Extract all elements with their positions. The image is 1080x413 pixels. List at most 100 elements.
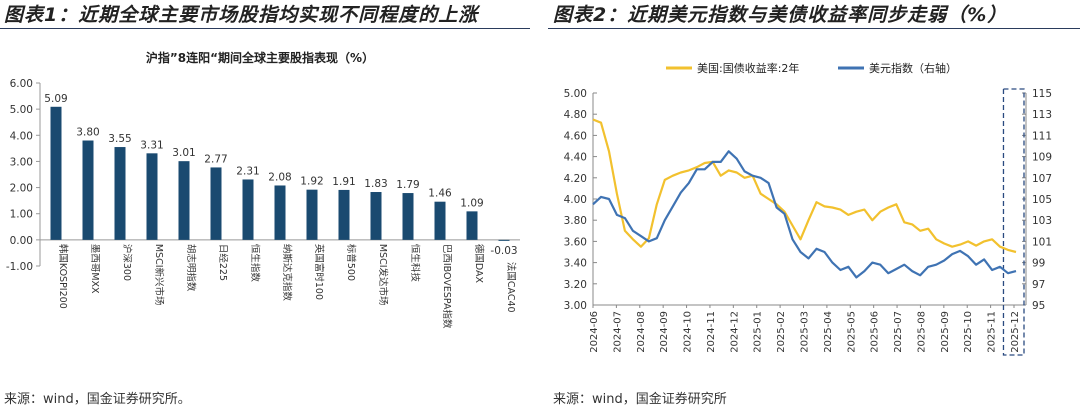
y-tick-label: 2.00 (10, 183, 33, 195)
x-tick-label: 2025-04 (823, 311, 834, 353)
bar (114, 147, 126, 240)
left-y-tick-label: 4.00 (564, 194, 587, 206)
right-y-tick-label: 115 (1032, 88, 1052, 100)
bar-category-label: 胡志明指数 (185, 244, 197, 292)
legend-label: 美国:国债收益率:2年 (697, 61, 799, 75)
right-y-tick-label: 105 (1032, 194, 1052, 206)
x-tick-label: 2025-11 (987, 311, 998, 353)
bar-category-label: 韩国KOSPI200 (57, 244, 69, 309)
x-tick-label: 2025-07 (893, 311, 904, 353)
right-y-tick-label: 113 (1032, 109, 1052, 121)
x-tick-label: 2025-02 (776, 311, 787, 353)
right-y-tick-label: 107 (1032, 173, 1052, 185)
x-tick-label: 2025-08 (916, 311, 927, 353)
bar (178, 161, 190, 240)
bar-category-label: 法国CAC40 (505, 262, 517, 313)
y-tick-label: 3.00 (10, 156, 33, 168)
dollar-index-line (592, 150, 1017, 279)
x-tick-label: 2025-12 (1010, 311, 1021, 353)
y-tick-label: 5.00 (10, 104, 33, 116)
bar (466, 211, 478, 240)
bar (370, 192, 382, 240)
bar-value-label: 1.09 (460, 197, 483, 209)
bar-value-label: 1.92 (300, 176, 323, 188)
bar-chart-title: 沪指”8连阳“期间全球主要股指表现（%） (146, 50, 374, 65)
bar-category-label: 恒生指数 (249, 244, 261, 283)
left-title-rule (0, 28, 530, 29)
left-y-tick-label: 4.20 (564, 173, 587, 185)
legend-label: 美元指数（右轴） (869, 61, 957, 75)
x-tick-label: 2025-09 (940, 311, 951, 353)
bar-category-label: 墨西哥MXX (89, 244, 100, 294)
left-y-tick-label: 3.20 (564, 279, 587, 291)
bar-category-label: 英国富时100 (313, 244, 325, 300)
y-tick-label: 0.00 (10, 235, 33, 247)
bar (402, 193, 414, 240)
bar-value-label: 3.55 (108, 133, 131, 145)
bar-chart: 沪指”8连阳“期间全球主要股指表现（%） -1.00 0.00 1.00 2.00 3.0… (6, 50, 520, 329)
bar (242, 179, 254, 240)
right-y-tick-label: 99 (1032, 258, 1045, 270)
x-tick-label: 2025-05 (846, 311, 857, 353)
left-y-tick-label: 4.40 (564, 152, 587, 164)
bar-value-label: 1.46 (428, 188, 452, 200)
bar-category-label: 日经225 (217, 244, 229, 281)
left-y-tick-label: 3.00 (564, 300, 587, 312)
right-y-tick-label: 103 (1032, 215, 1052, 227)
bar-value-label: -0.03 (490, 245, 517, 257)
highlight-box (1002, 88, 1025, 356)
x-tick-label: 2025-01 (753, 311, 764, 353)
bar (498, 239, 510, 241)
left-y-tick-label: 3.60 (564, 236, 587, 248)
bar (434, 201, 446, 240)
x-tick-label: 2024-12 (729, 311, 740, 353)
right-y-tick-label: 95 (1032, 300, 1045, 312)
y-tick-label: -1.00 (6, 261, 33, 273)
bar-category-label: 德国DAX (473, 244, 485, 284)
left-figure-title: 图表1：近期全球主要市场股指均实现不同程度的上涨 (4, 4, 479, 26)
y-tick-label: 4.00 (10, 130, 33, 142)
x-tick-label: 2025-10 (963, 311, 974, 353)
bar-value-label: 1.83 (364, 178, 387, 190)
bar (146, 153, 158, 240)
x-tick-label: 2024-06 (589, 311, 600, 353)
bar (274, 185, 286, 240)
x-tick-label: 2024-09 (659, 311, 670, 353)
x-tick-label: 2025-06 (870, 311, 881, 353)
right-y-tick-label: 97 (1032, 279, 1045, 291)
bar (338, 189, 350, 240)
bar (210, 167, 222, 240)
line-chart: 美国:国债收益率:2年 美元指数（右轴） 3.00 3.20 3.40 3.60 3.80 4… (564, 61, 1052, 356)
bar-category-label: MSCI发达市场 (377, 244, 389, 306)
bar-category-label: MSCI新兴市场 (153, 244, 165, 306)
left-y-tick-label: 3.80 (564, 215, 587, 227)
y-tick-label: 1.00 (10, 209, 33, 221)
bar-category-label: 标普500 (345, 244, 357, 281)
bar (82, 140, 94, 240)
x-tick-label: 2024-08 (636, 311, 647, 353)
bar-value-label: 1.79 (396, 179, 419, 191)
bar-value-label: 3.01 (172, 147, 195, 159)
bar-value-label: 2.31 (236, 165, 259, 177)
bar-value-label: 2.77 (204, 153, 227, 165)
left-source-note: 来源：wind，国金证券研究所。 (4, 392, 191, 407)
bar-category-label: 纳斯达克指数 (281, 244, 293, 302)
bar (306, 189, 318, 240)
bar-value-label: 3.80 (76, 127, 99, 139)
x-tick-label: 2024-11 (706, 311, 717, 353)
left-y-tick-label: 3.40 (564, 258, 587, 270)
left-y-tick-label: 4.80 (564, 109, 587, 121)
bar-category-label: 沪深300 (121, 244, 133, 281)
right-source-note: 来源：wind，国金证券研究所 (553, 392, 727, 407)
bar-value-label: 2.08 (268, 171, 291, 183)
right-y-tick-label: 109 (1032, 152, 1052, 164)
left-y-tick-label: 5.00 (564, 88, 587, 100)
right-y-tick-label: 111 (1032, 130, 1052, 142)
bar-value-label: 3.31 (140, 139, 163, 151)
x-tick-label: 2024-07 (612, 311, 623, 353)
bar-category-label: 恒生科技 (409, 244, 421, 283)
y-tick-label: 6.00 (10, 78, 33, 90)
bar-category-label: 巴西IBOVESPA指数 (441, 244, 453, 329)
bar (50, 106, 62, 240)
right-figure-title: 图表2：近期美元指数与美债收益率同步走弱（%） (553, 4, 1008, 26)
